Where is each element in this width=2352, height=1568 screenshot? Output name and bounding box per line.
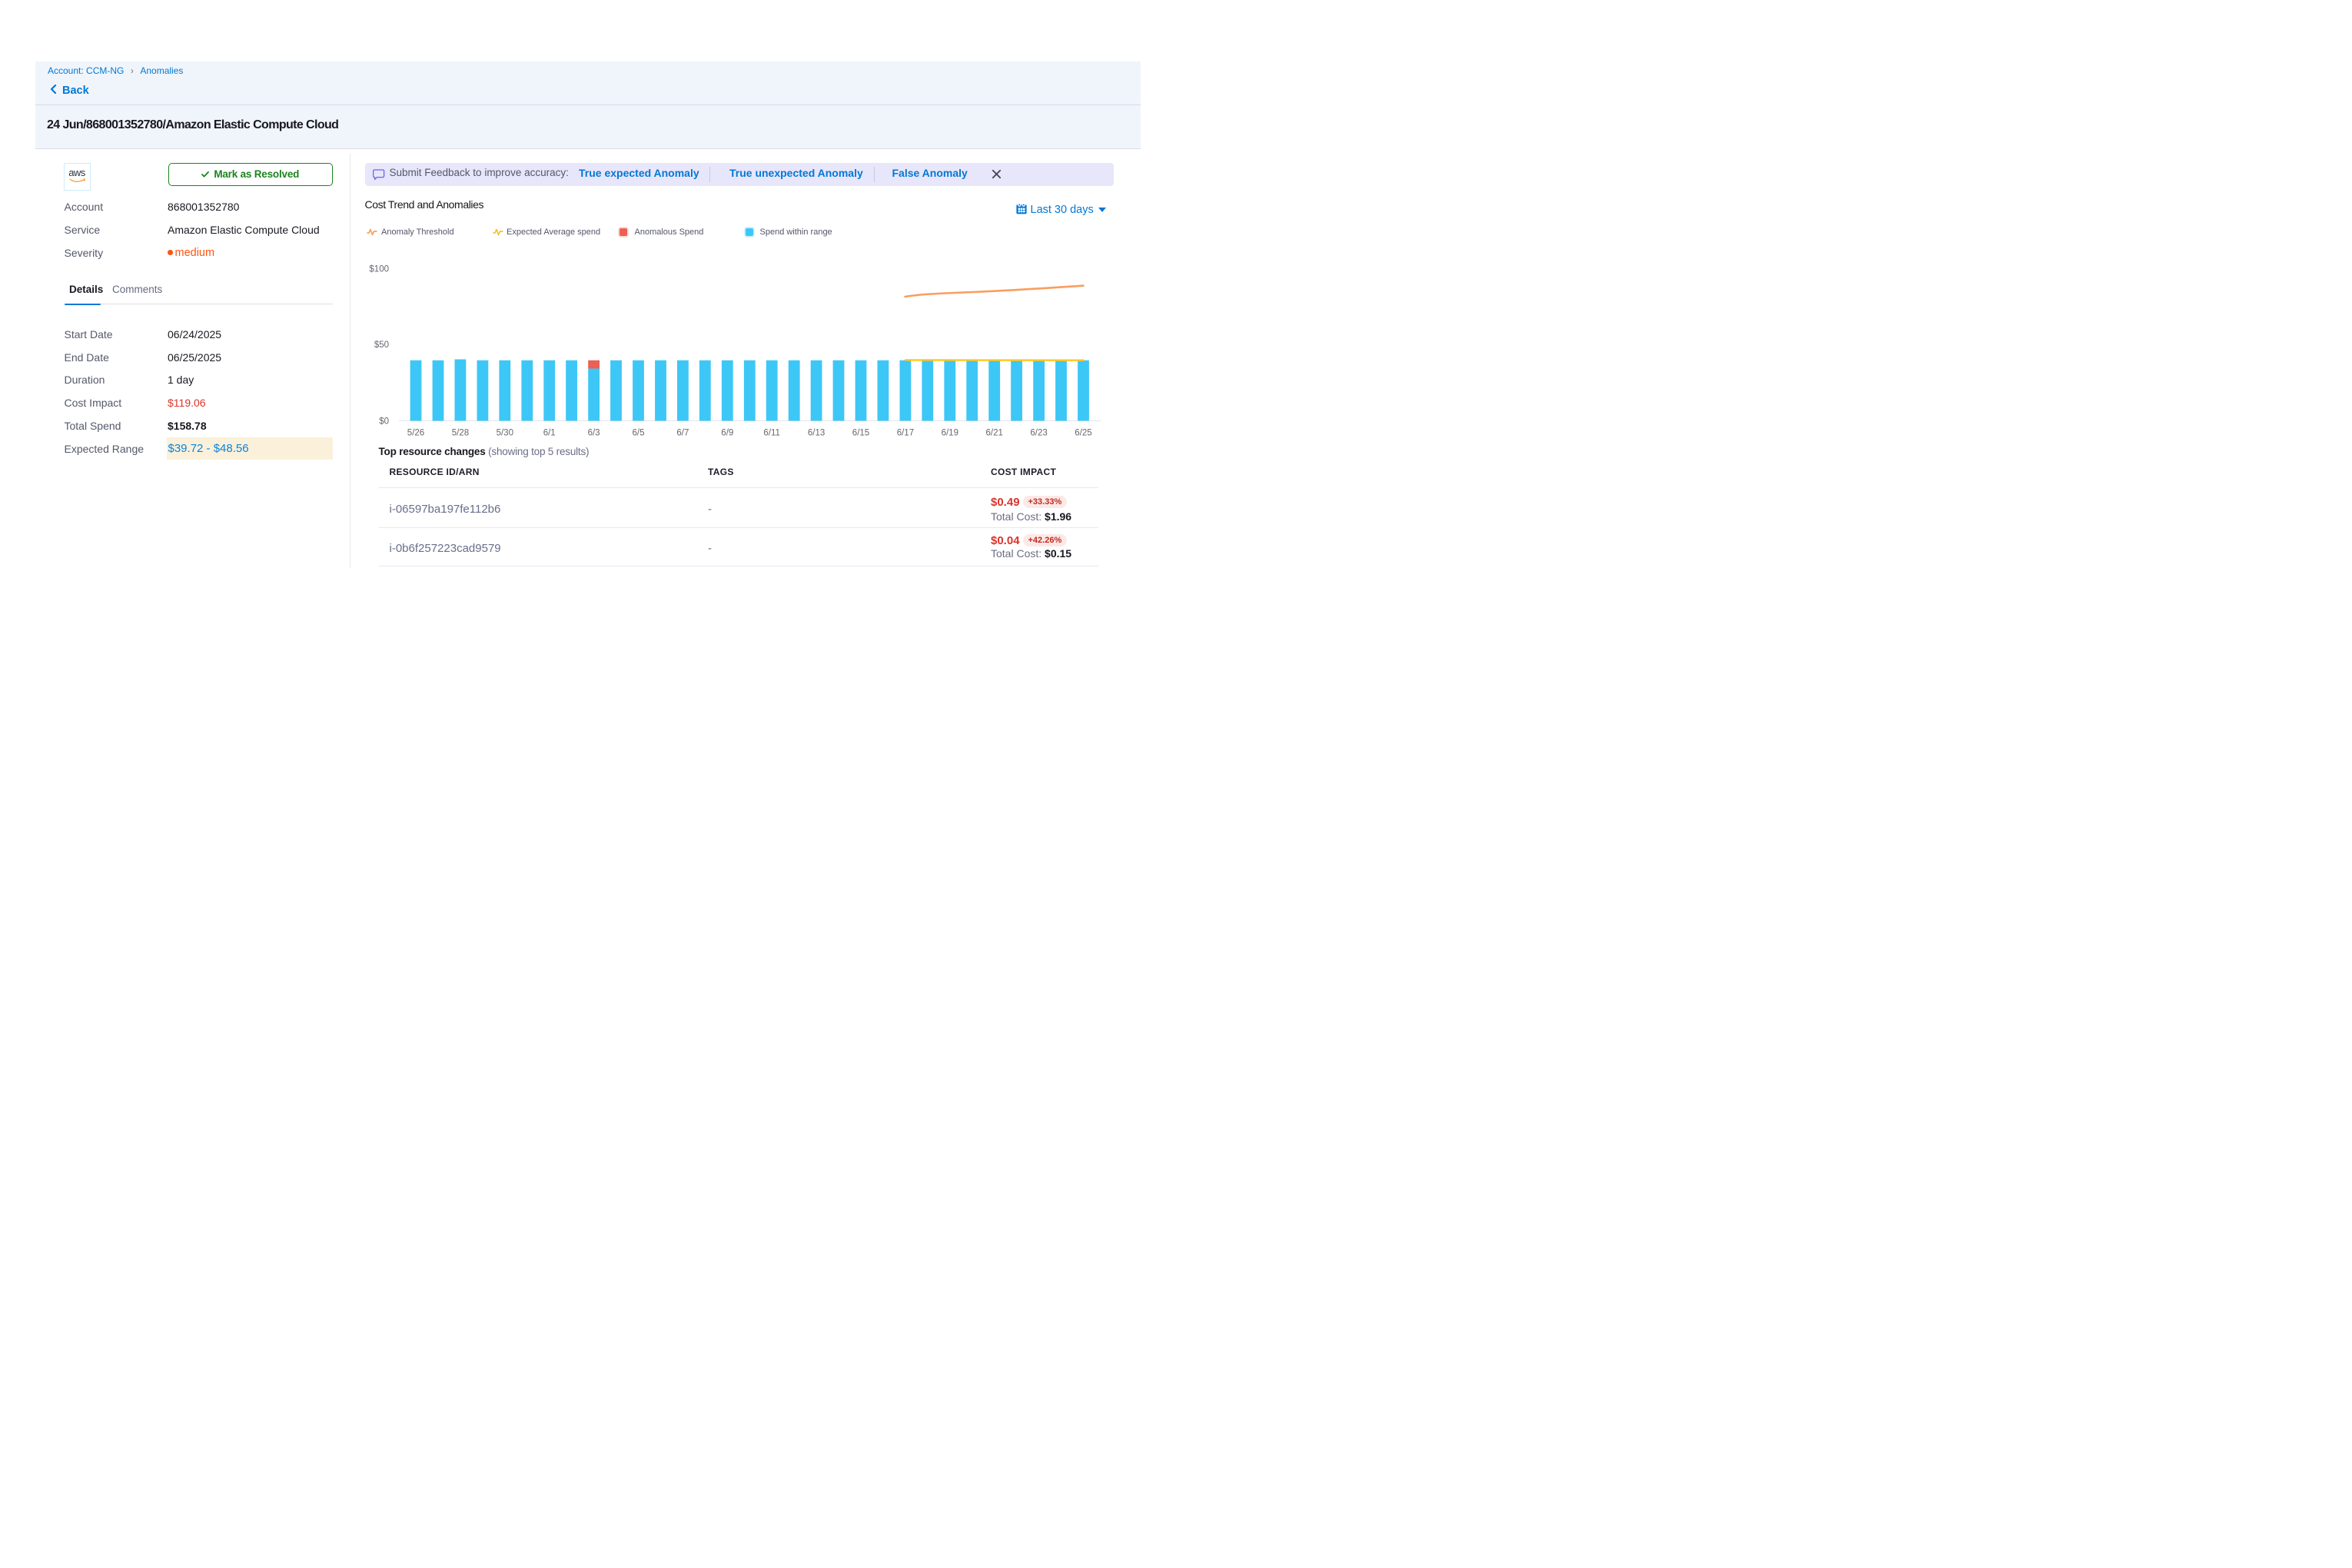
svg-text:6/11: 6/11: [763, 429, 780, 438]
svg-text:6/7: 6/7: [676, 429, 689, 438]
svg-text:6/3: 6/3: [588, 429, 600, 438]
svg-text:6/21: 6/21: [986, 429, 1003, 438]
svg-text:5/28: 5/28: [452, 429, 469, 438]
svg-text:$100: $100: [369, 265, 389, 274]
svg-text:6/25: 6/25: [1075, 429, 1091, 438]
svg-text:6/13: 6/13: [808, 429, 825, 438]
svg-text:$50: $50: [374, 341, 389, 350]
svg-text:6/9: 6/9: [721, 429, 733, 438]
svg-text:6/23: 6/23: [1030, 429, 1047, 438]
svg-text:$0: $0: [379, 417, 389, 427]
svg-text:5/30: 5/30: [497, 429, 513, 438]
svg-text:6/1: 6/1: [543, 429, 556, 438]
svg-text:6/5: 6/5: [633, 429, 645, 438]
svg-text:6/15: 6/15: [852, 429, 869, 438]
svg-text:6/17: 6/17: [897, 429, 914, 438]
svg-text:6/19: 6/19: [942, 429, 958, 438]
svg-text:5/26: 5/26: [407, 429, 424, 438]
